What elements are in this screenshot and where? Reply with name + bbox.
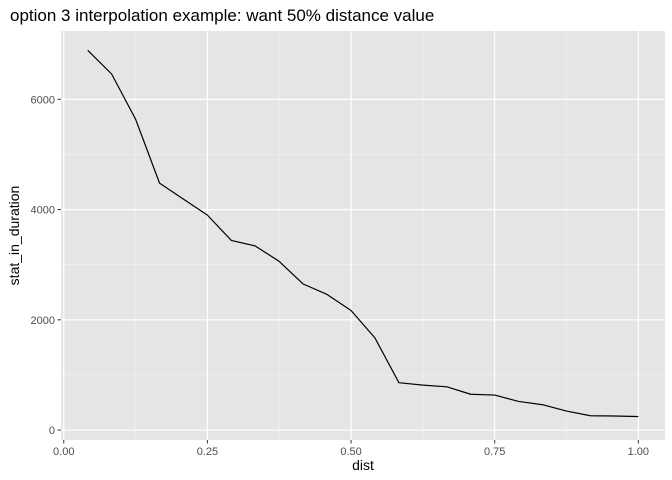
y-tick-label: 4000 — [31, 205, 55, 217]
x-tick-label: 1.00 — [628, 446, 649, 458]
y-axis-title: stat_in_duration — [6, 186, 22, 286]
plot-panel — [61, 31, 665, 440]
chart-title: option 3 interpolation example: want 50%… — [10, 6, 434, 25]
major-gridlines — [61, 31, 665, 440]
x-tick-label: 0.25 — [197, 446, 218, 458]
series-layer — [87, 49, 639, 418]
x-axis-title: dist — [352, 457, 374, 473]
y-axis: 0 2000 4000 6000 — [31, 94, 61, 437]
x-tick-label: 0.75 — [484, 446, 505, 458]
y-tick-label: 2000 — [31, 315, 55, 327]
y-tick-label: 6000 — [31, 94, 55, 106]
x-tick-label: 0.00 — [53, 446, 74, 458]
series-line-1 — [87, 49, 639, 418]
x-axis: 0.00 0.25 0.50 0.75 1.00 — [53, 440, 649, 458]
x-tick-label: 0.50 — [340, 446, 361, 458]
y-tick-label: 0 — [49, 425, 55, 437]
